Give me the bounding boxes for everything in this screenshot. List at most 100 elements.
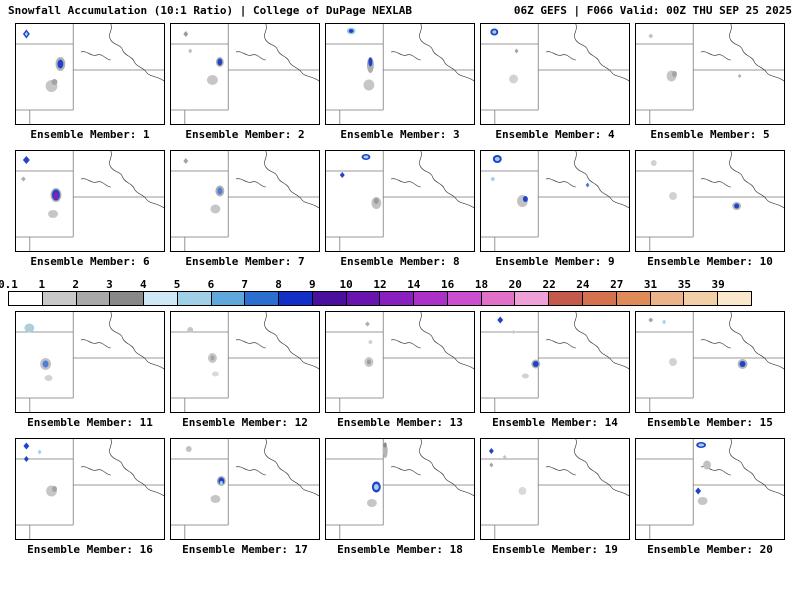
ensemble-panel: Ensemble Member: 10	[635, 150, 785, 272]
colorbar-tick-label: 18	[474, 278, 489, 291]
colorbar-segment	[312, 292, 347, 305]
state-borders	[171, 439, 319, 539]
ensemble-panel: Ensemble Member: 18	[325, 438, 475, 560]
ensemble-map	[15, 438, 165, 540]
colorbar-segment	[245, 292, 280, 305]
snowfall-area	[42, 360, 49, 368]
ensemble-row-3: Ensemble Member: 11 Ensemble Member: 12 En…	[0, 311, 800, 433]
snowfall-area	[37, 449, 42, 455]
snowfall-area	[183, 158, 189, 164]
ensemble-panel: Ensemble Member: 3	[325, 23, 475, 145]
river-lines	[391, 151, 474, 209]
state-borders	[171, 312, 319, 412]
snowfall-area	[23, 456, 29, 462]
state-borders	[481, 24, 629, 124]
state-borders	[171, 151, 319, 251]
ensemble-map	[170, 150, 320, 252]
colorbar-segment	[110, 292, 145, 305]
snowfall-area	[521, 373, 529, 379]
header: Snowfall Accumulation (10:1 Ratio) | Col…	[0, 0, 800, 18]
ensemble-map	[635, 438, 785, 540]
snowfall-area	[210, 355, 215, 361]
snowfall-area	[187, 327, 194, 333]
snowfall-area	[219, 481, 223, 485]
ensemble-member-label: Ensemble Member: 2	[185, 128, 305, 141]
snowfall-area	[522, 196, 528, 202]
colorbar-segment	[414, 292, 448, 305]
ensemble-member-label: Ensemble Member: 7	[185, 255, 305, 268]
snowfall-area	[382, 444, 388, 458]
snowfall-area	[53, 192, 59, 200]
snowfall-area	[185, 446, 192, 452]
river-lines	[701, 439, 784, 497]
ensemble-map	[15, 23, 165, 125]
colorbar-tick-label: 0.1	[0, 278, 18, 291]
colorbar-tick-label: 39	[711, 278, 725, 291]
snowfall-area	[695, 487, 702, 495]
snowfall-area	[669, 358, 677, 366]
river-lines	[81, 24, 164, 82]
colorbar-segment	[515, 292, 550, 305]
state-borders	[326, 24, 474, 124]
ensemble-map	[480, 438, 630, 540]
colorbar-segment	[380, 292, 415, 305]
ensemble-map	[170, 311, 320, 413]
ensemble-panel: Ensemble Member: 19	[480, 438, 630, 560]
colorbar-segment	[583, 292, 617, 305]
snowfall-area	[51, 79, 58, 85]
snowfall-area	[739, 361, 746, 367]
state-borders	[16, 151, 164, 251]
river-lines	[236, 151, 319, 209]
river-lines	[236, 24, 319, 82]
ensemble-map	[635, 311, 785, 413]
snowfall-area	[210, 204, 221, 214]
snowfall-area	[52, 486, 57, 492]
colorbar-tick-label: 4	[139, 278, 147, 291]
colorbar-tick-labels: 0.1 1 2 3 4 5 6 7 8 9 10 12 14 16 18 20 22 24 27 31 35 39	[0, 278, 752, 291]
ensemble-member-label: Ensemble Member: 16	[27, 543, 153, 556]
ensemble-map	[325, 311, 475, 413]
colorbar-segment	[144, 292, 178, 305]
snowfall-area	[497, 316, 504, 324]
ensemble-member-label: Ensemble Member: 10	[647, 255, 773, 268]
snowfall-area	[489, 462, 494, 468]
colorbar-segment	[211, 292, 246, 305]
snowfall-area	[22, 156, 30, 164]
ensemble-map	[15, 150, 165, 252]
snowfall-area	[734, 203, 740, 209]
snowfall-area	[698, 443, 705, 447]
snowfall-area	[26, 325, 32, 331]
colorbar-tick-label: 9	[309, 278, 316, 291]
snowfall-area	[585, 182, 590, 188]
run-valid-info: 06Z GEFS | F066 Valid: 00Z THU SEP 25 20…	[513, 4, 792, 17]
snowfall-area	[188, 48, 193, 54]
snowfall-area	[373, 198, 379, 204]
river-lines	[701, 312, 784, 370]
ensemble-panel: Ensemble Member: 14	[480, 311, 630, 433]
colorbar-tick-label: 22	[542, 278, 556, 291]
ensemble-member-label: Ensemble Member: 9	[495, 255, 615, 268]
snowfall-area	[648, 317, 654, 323]
river-lines	[81, 439, 164, 497]
river-lines	[546, 439, 629, 497]
ensemble-map	[15, 311, 165, 413]
colorbar-tick-label: 8	[275, 278, 282, 291]
colorbar: 0.1 1 2 3 4 5 6 7 8 9 10 12 14 16 18 20 22 24 27 31 35 39	[0, 278, 752, 306]
state-borders	[636, 439, 784, 539]
snowfall-area	[363, 79, 375, 91]
colorbar-tick-label: 20	[508, 278, 522, 291]
ensemble-member-label: Ensemble Member: 15	[647, 416, 773, 429]
colorbar-tick-label: 14	[407, 278, 421, 291]
snowfall-area	[511, 330, 516, 334]
snowfall-area	[697, 497, 708, 505]
colorbar-tick-label: 1	[38, 278, 46, 291]
ensemble-member-label: Ensemble Member: 19	[492, 543, 618, 556]
colorbar-segment	[42, 292, 77, 305]
colorbar-segment	[177, 292, 212, 305]
state-borders	[481, 312, 629, 412]
ensemble-map	[325, 150, 475, 252]
snowfall-area	[44, 375, 53, 381]
state-borders	[16, 312, 164, 412]
river-lines	[546, 151, 629, 209]
ensemble-panel: Ensemble Member: 7	[170, 150, 320, 272]
